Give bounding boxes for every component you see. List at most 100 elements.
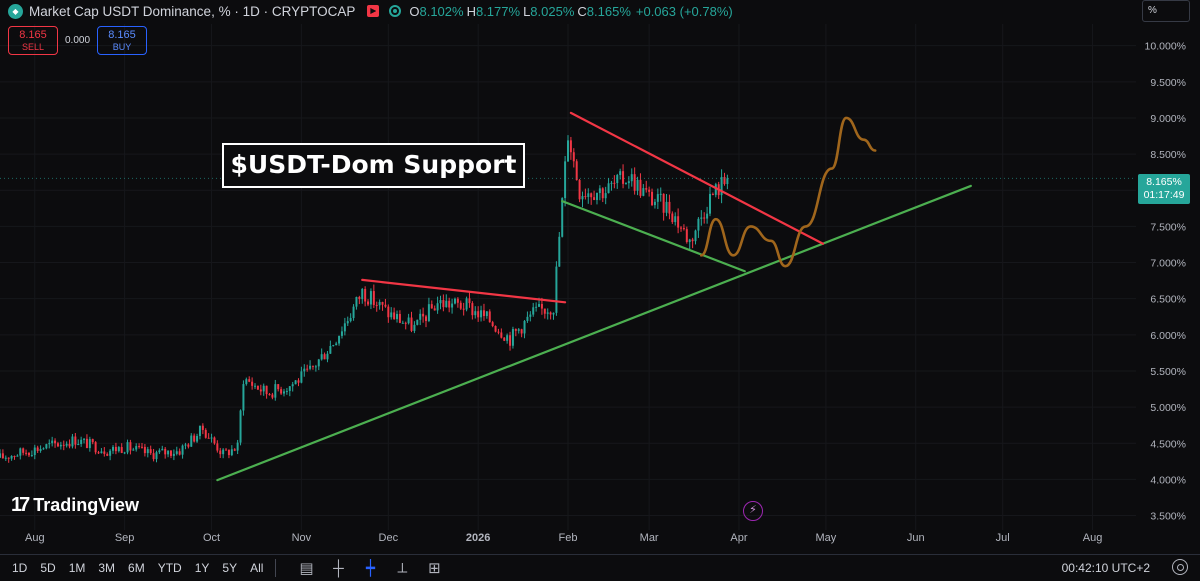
candle-body bbox=[549, 312, 552, 315]
candle-body bbox=[407, 317, 410, 324]
candle-body bbox=[358, 297, 361, 300]
candle-body bbox=[451, 303, 454, 308]
candle-body bbox=[509, 335, 512, 346]
x-tick-label: Aug bbox=[1083, 532, 1103, 544]
zoom-icon[interactable]: ⊞ bbox=[428, 560, 441, 577]
timeframe-1d[interactable]: 1D bbox=[12, 561, 28, 575]
candle-body bbox=[427, 304, 430, 321]
timeframe-6m[interactable]: 6M bbox=[128, 561, 145, 575]
candle-body bbox=[590, 193, 593, 198]
candle-body bbox=[709, 193, 711, 214]
candle-body bbox=[256, 385, 259, 390]
candle-body bbox=[164, 448, 167, 455]
sell-button[interactable]: 8.165 SELL bbox=[8, 26, 58, 55]
candle-body bbox=[77, 443, 80, 445]
clock[interactable]: 00:42:10 UTC+2 bbox=[1061, 561, 1150, 575]
timeframe-ytd[interactable]: YTD bbox=[157, 561, 182, 575]
change-value: +0.063 (+0.78%) bbox=[635, 3, 733, 19]
candle-body bbox=[106, 453, 109, 456]
candle-body bbox=[317, 359, 320, 367]
candle-body bbox=[442, 300, 445, 308]
candle-body bbox=[42, 448, 45, 450]
candle-body bbox=[471, 303, 474, 316]
measure-icon[interactable]: ⟂ bbox=[397, 559, 408, 577]
candle-body bbox=[419, 313, 422, 320]
candle-body bbox=[314, 366, 317, 368]
candle-body bbox=[685, 229, 688, 243]
candle-body bbox=[242, 384, 245, 411]
market-status-icon[interactable] bbox=[389, 5, 402, 17]
buy-label: BUY bbox=[112, 42, 132, 52]
candle-body bbox=[497, 331, 500, 333]
candle-body bbox=[248, 379, 251, 382]
candle-body bbox=[439, 300, 442, 304]
candle-body bbox=[352, 306, 355, 319]
candle-body bbox=[239, 410, 242, 443]
timeframe-3m[interactable]: 3M bbox=[98, 561, 116, 575]
candle-body bbox=[665, 201, 668, 213]
candle-body bbox=[233, 449, 236, 451]
symbol-logo-icon[interactable]: ◆ bbox=[8, 3, 23, 19]
candle-body bbox=[222, 449, 225, 455]
buy-button[interactable]: 8.165 BUY bbox=[97, 26, 147, 55]
x-tick-label: Jun bbox=[907, 532, 925, 544]
candle-body bbox=[526, 316, 529, 321]
timeframe-5y[interactable]: 5Y bbox=[222, 561, 238, 575]
candle-body bbox=[653, 201, 656, 206]
open-value: 8.102% bbox=[419, 3, 464, 19]
lightning-icon[interactable]: ⚡ bbox=[743, 501, 763, 521]
candle-body bbox=[300, 371, 303, 383]
timeframe-5d[interactable]: 5D bbox=[40, 561, 56, 575]
settings-gear-icon[interactable] bbox=[1172, 559, 1188, 575]
candle-body bbox=[671, 213, 674, 223]
y-tick-label: 4.500% bbox=[1150, 438, 1186, 450]
symbol-title[interactable]: Market Cap USDT Dominance, % · 1D · CRYP… bbox=[29, 3, 356, 19]
crosshair-active-icon[interactable]: ┿ bbox=[365, 560, 375, 577]
candle-body bbox=[511, 328, 514, 346]
candle-body bbox=[714, 184, 717, 195]
candle-body bbox=[207, 437, 210, 439]
candle-body bbox=[697, 218, 700, 231]
projection-path bbox=[700, 116, 877, 268]
candle-body bbox=[552, 312, 555, 315]
y-tick-label: 9.500% bbox=[1150, 77, 1186, 89]
candle-body bbox=[13, 456, 16, 458]
candle-body bbox=[578, 180, 581, 200]
y-tick-label: 5.000% bbox=[1150, 402, 1186, 414]
candle-body bbox=[384, 304, 387, 307]
timeframe-1y[interactable]: 1Y bbox=[194, 561, 210, 575]
spread-value: 0.000 bbox=[65, 35, 91, 46]
candle-body bbox=[129, 442, 132, 451]
candle-body bbox=[700, 217, 703, 219]
x-tick-label: Mar bbox=[640, 532, 659, 544]
tradingview-logo[interactable]: 17 TradingView bbox=[11, 494, 139, 517]
y-tick-label: 3.500% bbox=[1150, 511, 1186, 523]
crosshair-icon[interactable]: ┼ bbox=[333, 559, 344, 577]
candle-body bbox=[639, 179, 642, 196]
candle-body bbox=[280, 389, 283, 394]
candle-body bbox=[94, 442, 97, 453]
last-price-value: 8.165% bbox=[1146, 176, 1182, 188]
candle-body bbox=[711, 193, 714, 195]
candle-body bbox=[720, 177, 723, 196]
y-tick-label: 5.500% bbox=[1150, 366, 1186, 378]
candle-body bbox=[306, 368, 309, 370]
timeframe-1m[interactable]: 1M bbox=[68, 561, 86, 575]
candle-body bbox=[323, 354, 326, 360]
candle-body bbox=[355, 297, 358, 307]
candle-body bbox=[517, 329, 520, 331]
candle-body bbox=[288, 386, 291, 391]
candle-body bbox=[694, 230, 697, 242]
chart-annotation-text[interactable]: $USDT-Dom Support bbox=[222, 143, 525, 188]
flag-icon[interactable] bbox=[367, 5, 380, 17]
timeframe-all[interactable]: All bbox=[250, 561, 264, 575]
candle-body bbox=[51, 440, 54, 444]
candle-body bbox=[19, 448, 22, 456]
candle-body bbox=[413, 324, 416, 331]
candle-body bbox=[201, 425, 204, 430]
price-unit-selector[interactable]: % bbox=[1142, 0, 1190, 22]
calendar-range-icon[interactable]: ▤ bbox=[299, 560, 314, 577]
candle-body bbox=[465, 298, 468, 310]
candle-body bbox=[546, 312, 549, 314]
